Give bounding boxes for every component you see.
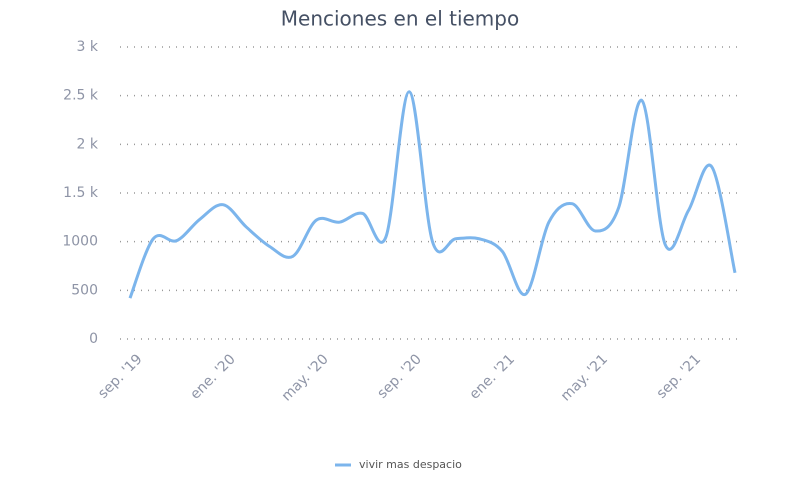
x-tick-label: ene. '21: [467, 351, 518, 402]
y-tick-label: 3 k: [77, 39, 99, 55]
x-tick-label: may. '21: [558, 351, 611, 404]
x-tick-label: sep. '19: [95, 351, 145, 401]
y-tick-label: 0: [89, 331, 98, 347]
chart-title: Menciones en el tiempo: [281, 7, 519, 31]
legend-label: vivir mas despacio: [359, 458, 462, 471]
line-series: [128, 90, 737, 299]
y-tick-label: 1.5 k: [63, 185, 99, 201]
y-tick-label: 500: [71, 282, 98, 298]
y-tick-label: 2 k: [77, 136, 99, 152]
x-tick-label: may. '20: [279, 351, 332, 404]
x-tick-label: sep. '20: [374, 351, 424, 401]
y-tick-label: 1000: [62, 234, 98, 250]
x-tick-label: sep. '21: [654, 351, 704, 401]
x-tick-label: ene. '20: [187, 351, 238, 402]
y-tick-label: 2.5 k: [63, 88, 99, 104]
